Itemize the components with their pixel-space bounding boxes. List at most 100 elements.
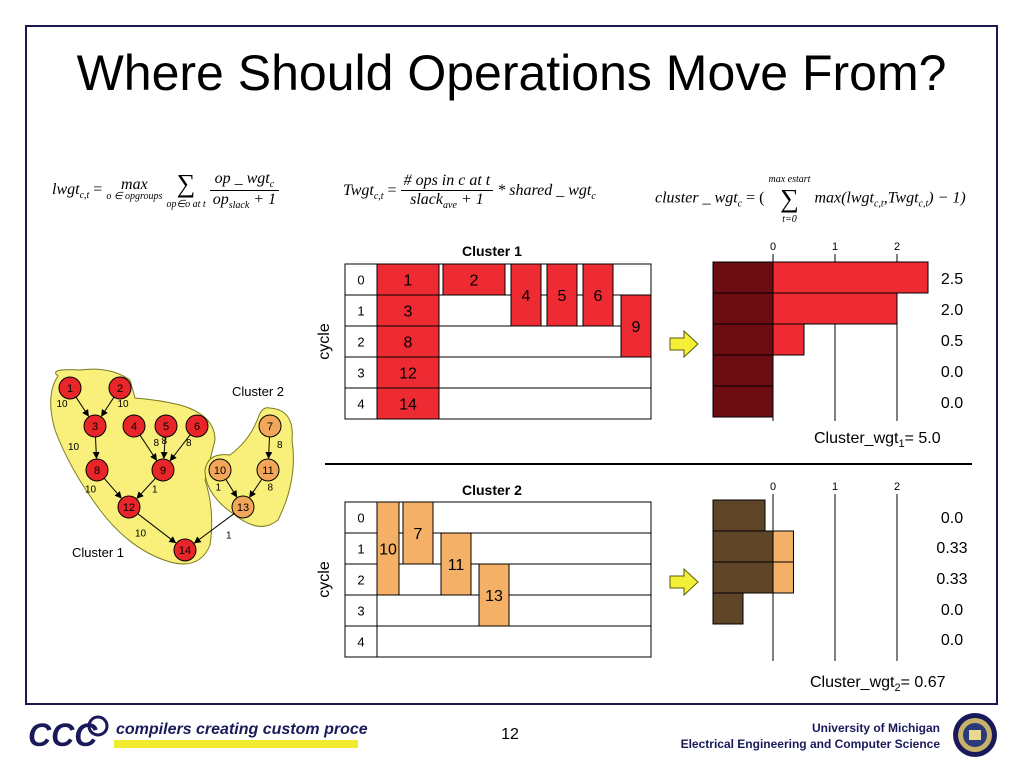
sickle-icon	[87, 715, 109, 737]
operation-block	[510, 263, 542, 327]
operation-block	[478, 563, 510, 627]
weight2-row4: 0.0	[940, 632, 964, 649]
operation-block	[546, 263, 578, 327]
tagline-underline	[114, 740, 358, 748]
cluster-wgt-body-sub1: c,t	[873, 198, 884, 210]
schedule2-table: cycle 0 1 2 3 4 10 7 11 13	[316, 501, 652, 658]
cycle-number: 0	[357, 511, 364, 526]
weight-axis-tick: 2	[894, 241, 900, 253]
graph-node-label: 5	[163, 421, 169, 433]
graph-node	[208, 458, 232, 482]
operation-block	[376, 501, 400, 596]
cluster-wgt-sum-sub: t=0	[782, 214, 797, 225]
graph-node	[117, 495, 141, 519]
weight-axis-tick: 0	[770, 241, 776, 253]
cluster-wgt-lhs-sub: c	[737, 198, 743, 210]
sigma-icon: ∑	[780, 184, 799, 213]
operation-label: 12	[399, 366, 417, 383]
edge-weight-label: 10	[135, 529, 147, 540]
edge-weight-label: 8	[277, 440, 283, 451]
weight-base-bar	[712, 530, 774, 563]
sigma-icon: ∑	[176, 168, 196, 198]
weight1-row1: 2.0	[940, 302, 964, 319]
cycle-axis-label: cycle	[316, 561, 333, 598]
edge-weight-label: 1	[152, 485, 158, 496]
twgt-formula: Twgtc,t = # ops in c at t slackave + 1 *…	[343, 172, 596, 211]
cluster2-weight-value: = 0.67	[900, 674, 946, 691]
cluster2-weight-sub: 2	[894, 682, 901, 695]
cluster-wgt-sum: max estart ∑ t=0	[768, 172, 810, 226]
lwgt-max-sub: o ∈ opgroups	[106, 190, 163, 202]
cluster2-weight-total: Cluster_wgt2= 0.67	[810, 674, 946, 694]
arrow-icon	[669, 329, 699, 359]
graph-edge	[169, 434, 191, 462]
weight1-row0: 2.5	[940, 271, 964, 288]
graph-edge	[193, 513, 235, 544]
weight1-row4: 0.0	[940, 395, 964, 412]
graph-node-label: 14	[179, 545, 191, 557]
weight1-row3: 0.0	[940, 364, 964, 381]
lwgt-fraction: op _ wgtc opslack + 1	[209, 170, 280, 211]
operation-block	[376, 325, 440, 358]
edge-weight-label: 1	[216, 483, 222, 494]
cluster1-graph-label: Cluster 1	[72, 545, 124, 560]
graph-node-label: 12	[123, 502, 135, 514]
operation-block	[402, 501, 434, 565]
weight-axis-tick: 1	[832, 241, 838, 253]
operation-label: 2	[470, 273, 479, 290]
cycle-axis-label: cycle	[316, 323, 333, 360]
cluster-wgt-mid: ,Twgt	[883, 189, 919, 207]
weight-base-bar	[712, 592, 744, 625]
cluster1-weight-value: = 5.0	[904, 430, 941, 447]
graph-node	[258, 414, 282, 438]
edge-weight-label: 10	[118, 399, 130, 410]
operation-label: 4	[522, 288, 531, 305]
twgt-lhs-sub: c,t	[373, 191, 384, 203]
cycle-number: 3	[357, 366, 364, 381]
graph-edge	[137, 513, 177, 544]
university-name: University of Michigan	[811, 721, 940, 735]
slide-title: Where Should Operations Move From?	[76, 45, 947, 101]
schedule-row	[344, 625, 652, 658]
operation-label: 11	[448, 557, 465, 574]
graph-node-label: 4	[131, 421, 137, 433]
operation-label: 1	[404, 273, 413, 290]
operation-label: 14	[399, 397, 417, 414]
operation-block	[442, 263, 506, 296]
cycle-number: 1	[357, 542, 364, 557]
lwgt-sum: ∑ op∈o at t	[166, 168, 205, 211]
lwgt-lhs: lwgt	[52, 181, 80, 199]
weight-bars-1: 0 1 2	[712, 241, 929, 421]
weight-base-bar	[712, 499, 766, 532]
graph-node	[154, 414, 178, 438]
edge-weight-label: 10	[57, 399, 69, 410]
weight-base-bar	[712, 323, 774, 356]
weight2-row0: 0.0	[940, 510, 964, 527]
operation-block	[376, 294, 440, 327]
edge-weight-label: 8	[186, 438, 192, 449]
operation-block	[440, 532, 472, 596]
twgt-tail: * shared _ wgt	[497, 182, 592, 200]
weight-bar	[772, 292, 898, 325]
graph-edge	[101, 396, 115, 417]
weight-axis-tick: 1	[832, 481, 838, 493]
twgt-lhs: Twgt	[343, 182, 374, 200]
cycle-number: 2	[357, 335, 364, 350]
weight-base-bar	[712, 561, 774, 594]
footer-university: University of Michigan Electrical Engine…	[681, 720, 940, 752]
weight-base-bar	[712, 261, 774, 294]
cluster1-region	[50, 368, 216, 565]
graph-node	[122, 414, 146, 438]
weight-base-bar	[712, 292, 774, 325]
operation-label: 5	[558, 288, 567, 305]
edge-weight-label: 10	[68, 442, 80, 453]
cluster1-weight-sub: 1	[898, 438, 905, 451]
operation-block	[620, 294, 652, 358]
graph-node-label: 9	[160, 465, 166, 477]
lwgt-num-sub: c	[269, 179, 275, 190]
graph-edge	[136, 477, 156, 499]
twgt-fraction: # ops in c at t slackave + 1	[400, 172, 494, 211]
weight-bar	[772, 561, 794, 594]
graph-edge	[92, 436, 100, 460]
